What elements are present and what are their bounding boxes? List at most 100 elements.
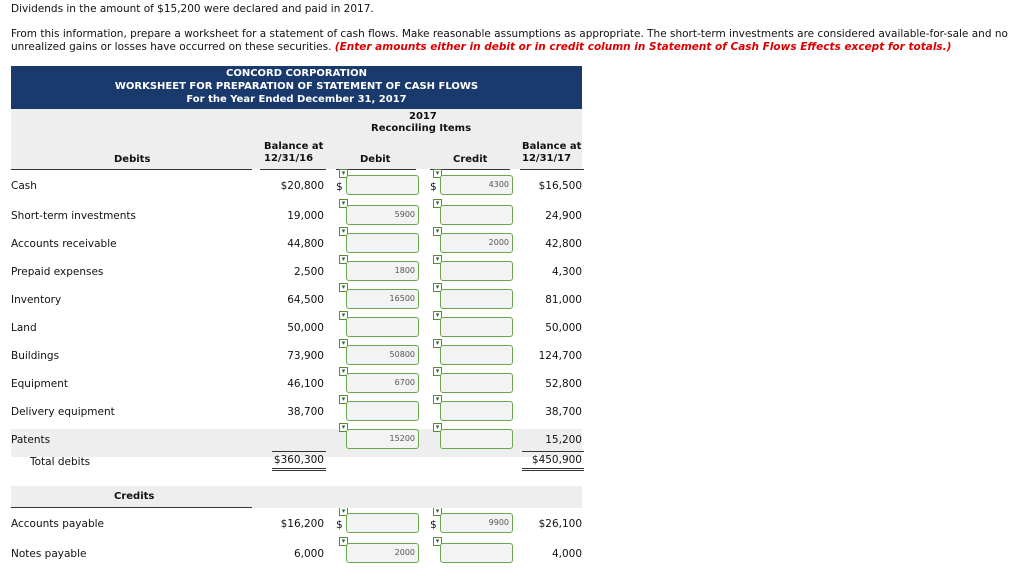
dollar-sign: $	[430, 519, 437, 531]
row-label: Land	[11, 322, 37, 334]
year-heading: 2017	[409, 111, 437, 122]
row-balance-2016: 46,100	[287, 378, 324, 390]
debit-account-dropdown-icon[interactable]: ▾	[339, 537, 348, 546]
credits-rule	[11, 507, 252, 508]
reconciling-heading: Reconciling Items	[371, 123, 472, 134]
double-rule-bal17-a	[522, 468, 584, 469]
row-label: Inventory	[11, 294, 62, 306]
debit-amount-input[interactable]: 6700	[346, 373, 419, 393]
dollar-sign: $	[336, 519, 343, 531]
row-label: Short-term investments	[11, 210, 137, 222]
debit-account-dropdown-icon[interactable]: ▾	[339, 227, 348, 236]
credits-header-band	[11, 486, 582, 508]
credit-amount-input[interactable]	[440, 543, 513, 563]
credit-amount-input[interactable]: 2000	[440, 233, 513, 253]
credit-account-dropdown-icon[interactable]: ▾	[433, 423, 442, 432]
row-label: Notes payable	[11, 548, 87, 560]
row-label: Accounts receivable	[11, 238, 117, 250]
column-header-band	[11, 109, 582, 169]
double-rule-bal17-b	[522, 470, 584, 471]
debit-account-dropdown-icon[interactable]: ▾	[339, 169, 348, 178]
debit-amount-input[interactable]	[346, 401, 419, 421]
debit-amount-input[interactable]: 5900	[346, 205, 419, 225]
debits-heading: Debits	[114, 154, 151, 165]
dollar-sign: $	[430, 181, 437, 193]
debit-amount-input[interactable]	[346, 513, 419, 533]
row-balance-2017: 42,800	[545, 238, 582, 250]
row-balance-2016: $16,200	[280, 518, 324, 530]
credit-account-dropdown-icon[interactable]: ▾	[433, 367, 442, 376]
credit-account-dropdown-icon[interactable]: ▾	[433, 395, 442, 404]
debit-amount-input[interactable]: 2000	[346, 543, 419, 563]
row-label: Equipment	[11, 378, 68, 390]
row-label: Buildings	[11, 350, 60, 362]
credit-amount-input[interactable]	[440, 261, 513, 281]
header-rule-debits	[11, 169, 252, 170]
credit-account-dropdown-icon[interactable]: ▾	[433, 227, 442, 236]
debit-amount-input[interactable]	[346, 317, 419, 337]
credit-account-dropdown-icon[interactable]: ▾	[433, 537, 442, 546]
row-balance-2017: 15,200	[545, 434, 582, 446]
credit-amount-input[interactable]	[440, 401, 513, 421]
credit-account-dropdown-icon[interactable]: ▾	[433, 339, 442, 348]
row-balance-2016: 64,500	[287, 294, 324, 306]
debit-amount-input[interactable]	[346, 175, 419, 195]
row-label: Prepaid expenses	[11, 266, 104, 278]
row-balance-2017: 24,900	[545, 210, 582, 222]
credit-account-dropdown-icon[interactable]: ▾	[433, 255, 442, 264]
intro-line-1: Dividends in the amount of $15,200 were …	[11, 3, 374, 15]
row-balance-2016: $20,800	[280, 180, 324, 192]
debit-account-dropdown-icon[interactable]: ▾	[339, 199, 348, 208]
row-balance-2017: 124,700	[538, 350, 582, 362]
row-balance-2016: 44,800	[287, 238, 324, 250]
debit-account-dropdown-icon[interactable]: ▾	[339, 311, 348, 320]
debit-account-dropdown-icon[interactable]: ▾	[339, 423, 348, 432]
bal16-heading: Balance at	[264, 141, 324, 152]
row-balance-2017: 81,000	[545, 294, 582, 306]
row-balance-2017: 4,000	[551, 548, 582, 560]
credit-account-dropdown-icon[interactable]: ▾	[433, 311, 442, 320]
instruction-text: (Enter amounts either in debit or in cre…	[334, 41, 952, 53]
total-debits-bal16: $360,300	[273, 454, 324, 466]
row-balance-2017: 52,800	[545, 378, 582, 390]
debit-account-dropdown-icon[interactable]: ▾	[339, 367, 348, 376]
credit-account-dropdown-icon[interactable]: ▾	[433, 283, 442, 292]
credits-heading: Credits	[114, 491, 155, 502]
debit-account-dropdown-icon[interactable]: ▾	[339, 255, 348, 264]
debit-account-dropdown-icon[interactable]: ▾	[339, 395, 348, 404]
row-label: Delivery equipment	[11, 406, 115, 418]
total-rule-bal16	[272, 451, 326, 452]
row-balance-2017: 50,000	[545, 322, 582, 334]
header-rule-bal17	[520, 169, 584, 170]
credit-account-dropdown-icon[interactable]: ▾	[433, 199, 442, 208]
credit-amount-input[interactable]: 9900	[440, 513, 513, 533]
debit-amount-input[interactable]: 1800	[346, 261, 419, 281]
row-balance-2016: 50,000	[287, 322, 324, 334]
worksheet-header: CONCORD CORPORATION WORKSHEET FOR PREPAR…	[11, 66, 582, 110]
row-balance-2017: $16,500	[538, 180, 582, 192]
credit-heading: Credit	[453, 154, 488, 165]
credit-amount-input[interactable]	[440, 205, 513, 225]
debit-amount-input[interactable]: 15200	[346, 429, 419, 449]
credit-amount-input[interactable]	[440, 289, 513, 309]
row-label: Cash	[11, 180, 37, 192]
credit-amount-input[interactable]	[440, 317, 513, 337]
credit-account-dropdown-icon[interactable]: ▾	[433, 169, 442, 178]
row-balance-2016: 6,000	[293, 548, 324, 560]
total-debits-bal17: $450,900	[531, 454, 582, 466]
credit-amount-input[interactable]	[440, 429, 513, 449]
row-balance-2017: $26,100	[538, 518, 582, 530]
debit-account-dropdown-icon[interactable]: ▾	[339, 283, 348, 292]
debit-amount-input[interactable]: 16500	[346, 289, 419, 309]
credit-amount-input[interactable]: 4300	[440, 175, 513, 195]
row-balance-2016: 19,000	[287, 210, 324, 222]
debit-amount-input[interactable]: 50800	[346, 345, 419, 365]
bal17-date: 12/31/17	[522, 153, 572, 164]
credit-amount-input[interactable]	[440, 345, 513, 365]
debit-amount-input[interactable]	[346, 233, 419, 253]
row-label: Accounts payable	[11, 518, 104, 530]
double-rule-bal16-a	[272, 468, 326, 469]
credit-amount-input[interactable]	[440, 373, 513, 393]
row-label: Patents	[11, 434, 51, 446]
debit-account-dropdown-icon[interactable]: ▾	[339, 339, 348, 348]
